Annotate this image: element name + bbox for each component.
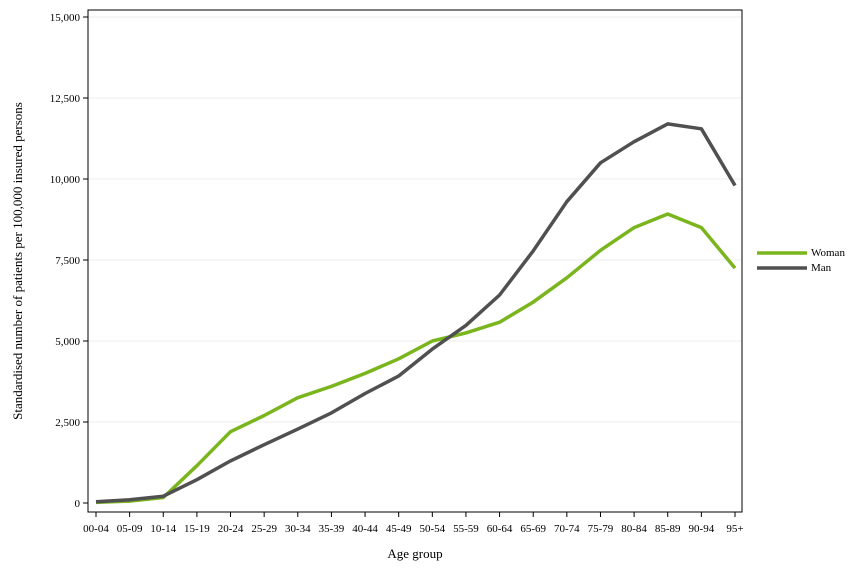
x-tick-label-13: 65-69 bbox=[520, 523, 546, 535]
y-axis: 0 2,500 5,000 7,500 10,000 12,500 15,000 bbox=[50, 12, 88, 510]
x-tick-label-19: 95+ bbox=[726, 523, 743, 535]
x-tick-label-4: 20-24 bbox=[218, 523, 244, 535]
y-tick-label-4: 10,000 bbox=[50, 174, 81, 186]
x-axis-title: Age group bbox=[387, 546, 442, 561]
y-tick-label-6: 15,000 bbox=[50, 12, 81, 24]
y-tick-label-1: 2,500 bbox=[55, 417, 80, 429]
x-tick-label-11: 55-59 bbox=[453, 523, 479, 535]
x-tick-label-17: 85-89 bbox=[655, 523, 681, 535]
y-tick-label-3: 7,500 bbox=[55, 255, 80, 267]
x-tick-label-0: 00-04 bbox=[83, 523, 109, 535]
x-tick-label-16: 80-84 bbox=[621, 523, 647, 535]
y-axis-title: Standardised number of patients per 100,… bbox=[10, 102, 25, 420]
y-tick-label-5: 12,500 bbox=[50, 93, 81, 105]
x-tick-label-12: 60-64 bbox=[487, 523, 513, 535]
x-tick-label-18: 90-94 bbox=[689, 523, 715, 535]
x-axis: 00-04 05-09 10-14 15-19 20-24 25-29 30-34 35-39… bbox=[83, 512, 744, 535]
x-tick-label-3: 15-19 bbox=[184, 523, 210, 535]
series-line-woman bbox=[95, 212, 737, 505]
series-lines bbox=[95, 122, 737, 505]
x-tick-label-14: 70-74 bbox=[554, 523, 580, 535]
x-tick-label-8: 40-44 bbox=[352, 523, 378, 535]
y-tick-label-0: 0 bbox=[75, 498, 81, 510]
x-tick-label-7: 35-39 bbox=[319, 523, 345, 535]
legend: Woman Man bbox=[757, 247, 845, 274]
gridlines bbox=[88, 16, 742, 423]
x-tick-label-15: 75-79 bbox=[588, 523, 614, 535]
legend-label-woman: Woman bbox=[811, 247, 845, 259]
x-tick-label-9: 45-49 bbox=[386, 523, 412, 535]
x-tick-label-6: 30-34 bbox=[285, 523, 311, 535]
legend-label-man: Man bbox=[811, 262, 832, 274]
x-tick-label-10: 50-54 bbox=[419, 523, 445, 535]
x-tick-label-2: 10-14 bbox=[150, 523, 176, 535]
plot-frame bbox=[87, 9, 743, 513]
x-tick-label-5: 25-29 bbox=[251, 523, 277, 535]
series-line-man bbox=[95, 122, 737, 504]
x-tick-label-1: 05-09 bbox=[117, 523, 143, 535]
y-tick-label-2: 5,000 bbox=[55, 336, 80, 348]
